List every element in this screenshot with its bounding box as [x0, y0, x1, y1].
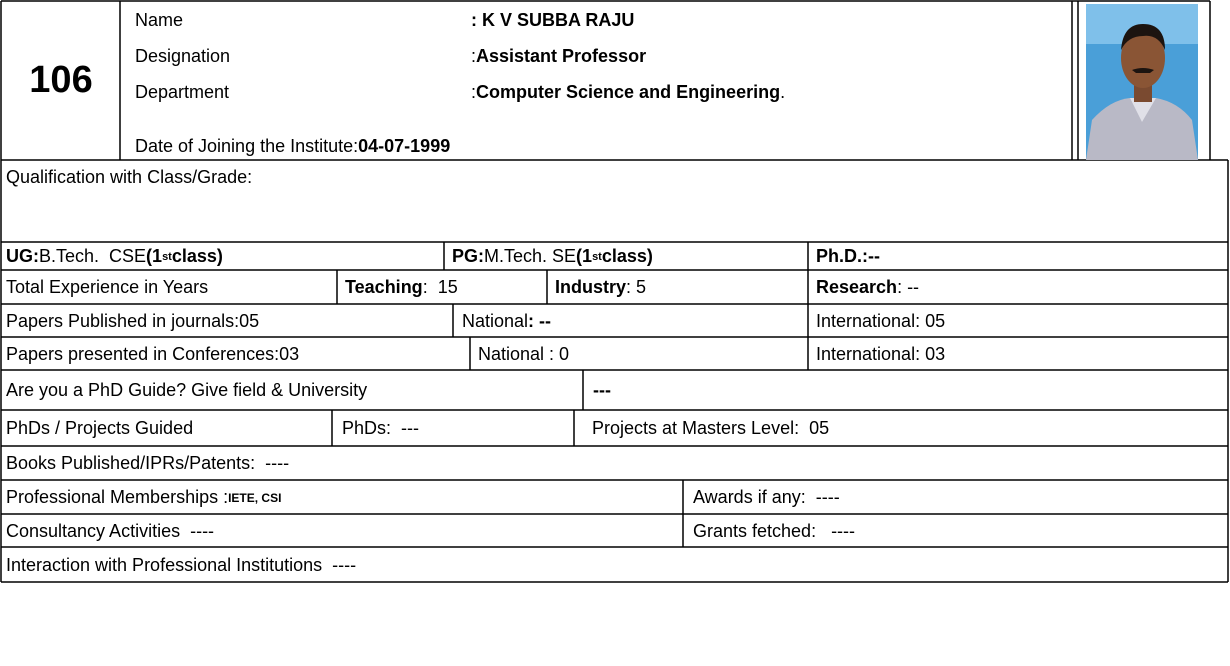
ug-cell: UG: B.Tech. CSE (1 st class)	[6, 243, 442, 270]
serial-number: 106	[29, 58, 93, 101]
industry-cell: Industry: 5	[555, 271, 805, 304]
experience-label: Total Experience in Years	[6, 277, 209, 297]
research-cell: Research : --	[816, 271, 1216, 304]
label: Designation	[135, 45, 231, 66]
joining-row: Date of Joining the Institute: 04-07-199…	[135, 136, 1065, 160]
guided-label: PhDs / Projects Guided	[6, 418, 194, 438]
label: Name	[135, 9, 184, 30]
value: : --	[528, 310, 552, 331]
journals-cell: Papers Published in journals:05	[6, 310, 260, 331]
label: National	[462, 310, 529, 331]
value: : K V SUBBA RAJU	[471, 9, 635, 30]
separator: :	[471, 45, 477, 66]
qualification-heading: Qualification with Class/Grade:	[6, 166, 253, 187]
guided-projects: Projects at Masters Level: 05	[592, 418, 830, 438]
phd-guide-answer: ---	[593, 380, 611, 400]
journals-international: International: 05	[816, 310, 946, 331]
label: Research	[816, 277, 898, 297]
label: Industry	[555, 277, 627, 297]
value: --	[868, 246, 880, 266]
department-row: Department: Computer Science and Enginee…	[135, 74, 1065, 110]
phd-guide-question: Are you a PhD Guide? Give field & Univer…	[6, 380, 368, 400]
conferences-national: National : 0	[478, 343, 570, 364]
label: Teaching	[345, 277, 423, 297]
interaction: Interaction with Professional Institutio…	[6, 554, 357, 575]
class-suffix: st	[162, 250, 172, 263]
label: Department	[135, 81, 230, 102]
memberships: Professional Memberships : IETE, CSI	[6, 481, 681, 514]
journals-national: National : --	[462, 305, 806, 337]
label: UG:	[6, 246, 39, 266]
class: class)	[171, 246, 223, 266]
conferences-cell: Papers presented in Conferences:03	[6, 343, 300, 364]
grants: Grants fetched: ----	[693, 520, 856, 541]
photo	[1086, 4, 1198, 160]
teaching-cell: Teaching: 15	[345, 271, 545, 304]
awards: Awards if any: ----	[693, 487, 840, 507]
pg-cell: PG: M.Tech. SE (1 st class)	[452, 243, 806, 270]
value: : 5	[626, 277, 647, 297]
label: Ph.D.:	[816, 246, 868, 266]
books: Books Published/IPRs/Patents: ----	[6, 453, 290, 473]
label: Date of Joining the Institute:	[135, 136, 359, 156]
label: Professional Memberships :	[6, 487, 229, 507]
name-row: Name : K V SUBBA RAJU	[135, 2, 1065, 38]
value: : 15	[422, 277, 458, 297]
guided-phds: PhDs: ---	[342, 418, 420, 438]
punctuation: .	[780, 81, 786, 102]
phd-cell: Ph.D.: --	[816, 243, 1216, 270]
separator: :	[471, 81, 477, 102]
class: class)	[601, 246, 653, 266]
degree: M.Tech. SE	[484, 246, 577, 266]
consultancy: Consultancy Activities ----	[6, 520, 215, 541]
value: Computer Science and Engineering	[476, 81, 781, 102]
class-suffix: st	[592, 250, 602, 263]
value: : --	[897, 277, 920, 297]
label: PG:	[452, 246, 485, 266]
value: 04-07-1999	[358, 136, 451, 156]
conferences-international: International: 03	[816, 343, 946, 364]
designation-row: Designation: Assistant Professor	[135, 38, 1065, 74]
degree: B.Tech. CSE	[39, 246, 147, 266]
class: (1	[576, 246, 593, 266]
value: Assistant Professor	[476, 45, 647, 66]
value: IETE, CSI	[228, 490, 282, 505]
class: (1	[146, 246, 163, 266]
